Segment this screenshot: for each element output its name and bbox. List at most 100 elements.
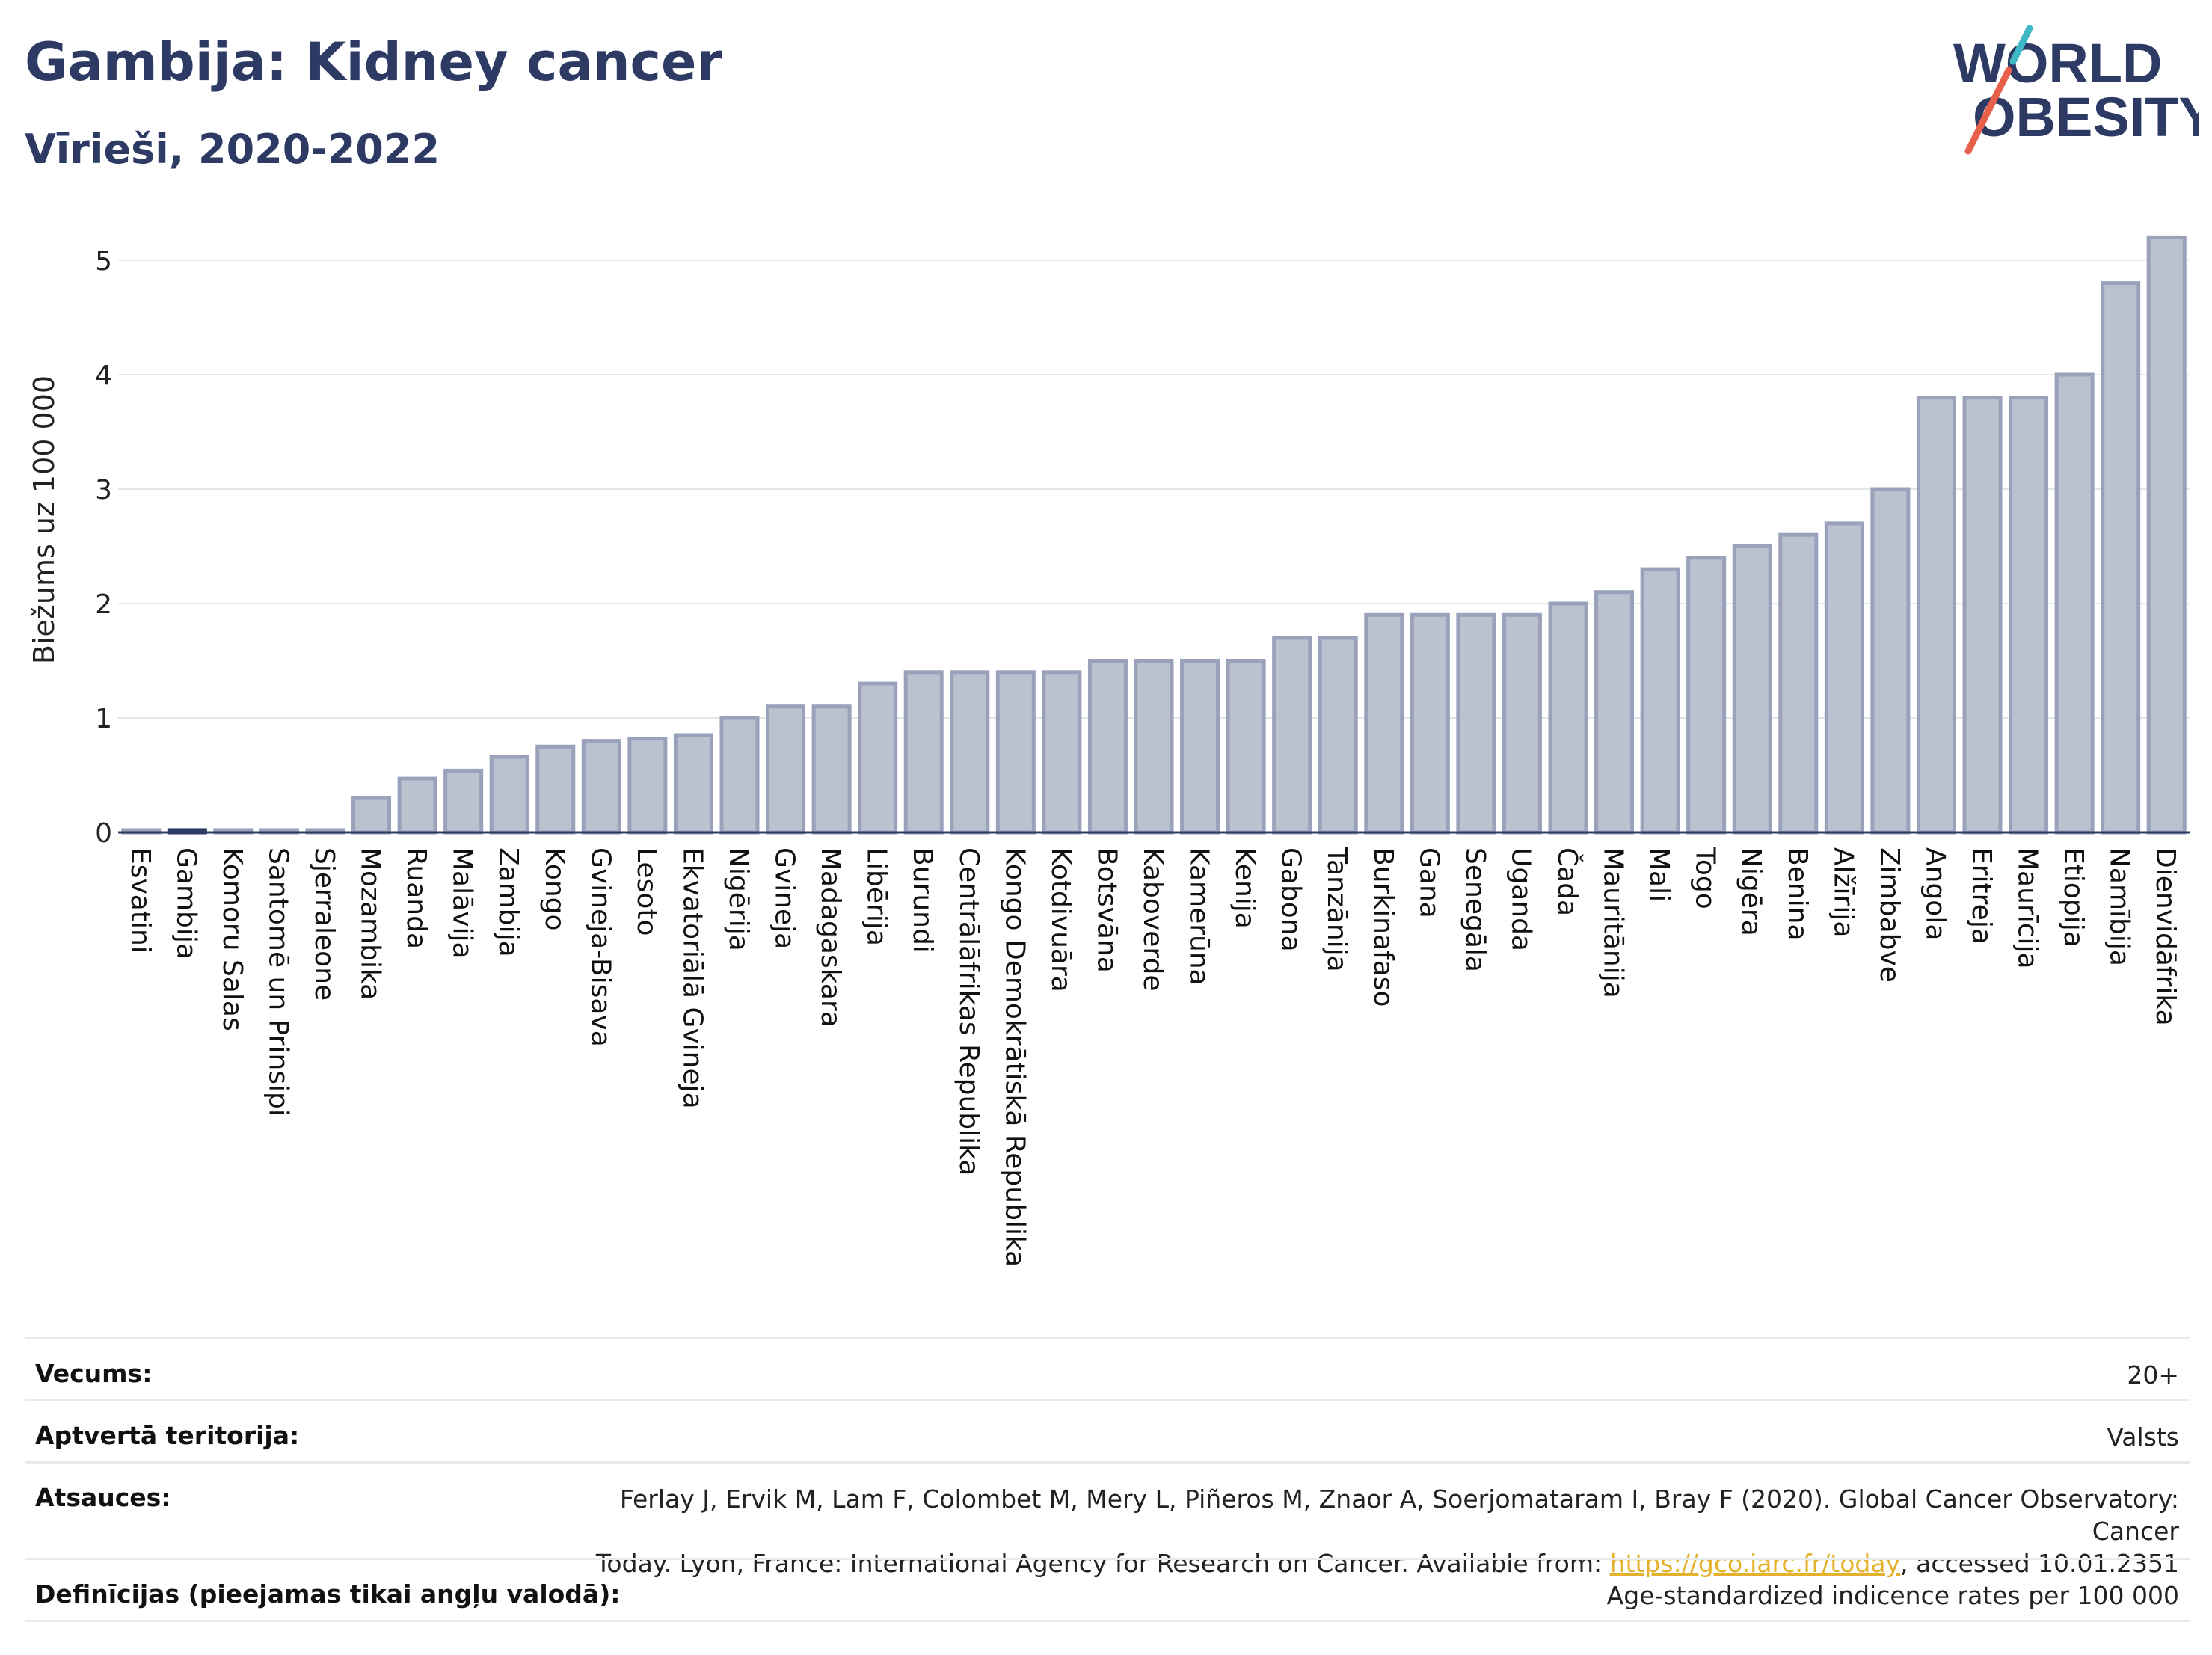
x-tick-label: Madagaskara: [815, 847, 846, 1028]
x-tick-label: Zimbabve: [1874, 847, 1905, 983]
bar: [1916, 396, 1956, 835]
x-tick-label: Nigērija: [723, 847, 754, 951]
bar: [397, 776, 437, 835]
x-tick-label: Kongo Demokrātiskā Republika: [999, 847, 1030, 1267]
y-tick-label: 5: [95, 246, 112, 277]
bar: [766, 704, 806, 835]
bar: [1548, 601, 1588, 835]
x-tick-label: Uganda: [1505, 847, 1536, 951]
bar: [1087, 659, 1128, 835]
x-tick-label: Malāvija: [447, 847, 478, 959]
chart-title: Gambija: Kidney cancer: [25, 31, 723, 93]
bar: [1134, 659, 1174, 835]
x-tick-label: Nigēra: [1736, 847, 1766, 936]
bar: [1364, 612, 1404, 835]
bar: [1640, 567, 1680, 835]
bar: [2101, 281, 2141, 835]
x-tick-label: Botsvāna: [1091, 847, 1122, 973]
meta-key-territory: Aptvertā teritorija:: [35, 1421, 300, 1450]
logo-slash-icon: [1964, 67, 2012, 155]
meta-row-territory: Aptvertā teritorija: Valsts: [25, 1399, 2190, 1461]
bar: [673, 733, 713, 835]
bar: [627, 737, 668, 835]
bar: [1870, 487, 1911, 835]
bar: [903, 670, 944, 835]
x-tick-label: Gabona: [1276, 847, 1306, 952]
x-tick-labels: Esvatini Gambija Komoru Salas Santomē un Pr…: [125, 847, 2181, 1267]
meta-row-definitions: Definīcijas (pieejamas tikai angļu valod…: [25, 1558, 2190, 1622]
x-tick-label: Mauritānija: [1598, 847, 1629, 998]
meta-value-age: 20+: [2127, 1360, 2179, 1390]
x-tick-label: Kamerūna: [1184, 847, 1214, 986]
x-tick-label: Kongo: [539, 847, 570, 931]
bar-chart: Esvatini Gambija Komoru Salas Santomē un Pr…: [28, 235, 2190, 1267]
bar: [1318, 636, 1358, 835]
bar: [1042, 670, 1082, 835]
reference-line-1: Ferlay J, Ervik M, Lam F, Colombet M, Me…: [619, 1484, 2179, 1546]
x-tick-label: Maurīcija: [2012, 847, 2043, 969]
bar: [1962, 396, 2003, 835]
bar: [950, 670, 990, 835]
x-tick-label: Libērija: [861, 847, 892, 946]
y-tick-label: 4: [95, 360, 112, 391]
x-tick-label: Gvineja: [769, 847, 800, 949]
x-tick-label: Togo: [1690, 847, 1721, 909]
x-tick-label: Gana: [1413, 847, 1444, 918]
x-tick-label: Namībija: [2104, 847, 2135, 966]
bar: [858, 681, 898, 835]
x-tick-label: Zambija: [493, 847, 523, 957]
bar: [1226, 659, 1266, 835]
bar: [1594, 590, 1635, 835]
x-tick-label: Centrālāfrikas Republika: [953, 847, 984, 1176]
x-tick-label: Mozambika: [355, 847, 386, 1000]
x-tick-label: Gvineja-Bisava: [585, 847, 615, 1047]
x-tick-label: Etiopija: [2058, 847, 2089, 948]
reference-line-2-pre: Today. Lyon, France: International Agenc…: [595, 1549, 1610, 1578]
x-tick-label: Kaboverde: [1137, 847, 1168, 992]
logo-slash-accent-icon: [2009, 25, 2033, 65]
bar: [1824, 521, 1864, 835]
x-tick-label: Eritreja: [1966, 847, 1997, 945]
bar: [1778, 532, 1819, 835]
bar: [719, 716, 760, 835]
meta-row-age: Vecums: 20+: [25, 1337, 2190, 1399]
x-tick-label: Lesoto: [631, 847, 662, 936]
x-tick-label: Čada: [1552, 847, 1583, 916]
x-tick-label: Santomē un Prinsipi: [262, 847, 293, 1117]
logo-line2: OBESITY: [1973, 86, 2199, 148]
x-tick-label: Ekvatoriālā Gvineja: [677, 847, 707, 1109]
reference-line-2-post: , accessed 10.01.2351: [1900, 1549, 2179, 1578]
bar: [1502, 612, 1542, 835]
metadata-table: Vecums: 20+ Aptvertā teritorija: Valsts …: [25, 1337, 2190, 1622]
bar: [2146, 235, 2187, 835]
y-axis-label: Biežums uz 100 000: [28, 375, 61, 664]
x-tick-label: Mali: [1644, 847, 1674, 902]
bar: [489, 755, 529, 835]
y-tick-label: 3: [95, 475, 112, 506]
reference-link[interactable]: https://gco.iarc.fr/today: [1609, 1549, 1901, 1578]
x-tick-label: Burundi: [907, 847, 938, 953]
bars: [118, 235, 2190, 835]
meta-key-age: Vecums:: [35, 1359, 153, 1388]
y-tick-label: 1: [95, 704, 112, 734]
reference-line-2: Today. Lyon, France: International Agenc…: [579, 1547, 2179, 1579]
world-obesity-logo: WORLD OBESITY: [1953, 25, 2199, 155]
x-tick-label: Benina: [1782, 847, 1813, 941]
x-tick-label: Alžīrija: [1828, 847, 1858, 937]
bar: [995, 670, 1036, 835]
x-tick-label: Kotdivuāra: [1045, 847, 1076, 992]
x-tick-label: Ruanda: [401, 847, 431, 949]
x-tick-label: Tanzānija: [1321, 847, 1352, 972]
bar: [1180, 659, 1220, 835]
meta-value-references: Ferlay J, Ervik M, Lam F, Colombet M, Me…: [579, 1483, 2179, 1579]
bar: [535, 744, 576, 835]
bar: [811, 704, 852, 835]
x-tick-label: Komoru Salas: [217, 847, 248, 1031]
x-tick-label: Angola: [1920, 847, 1950, 940]
chart-subtitle: Vīrieši, 2020-2022: [25, 126, 440, 173]
y-tick-label: 2: [95, 589, 112, 620]
x-tick-label: Dienvidāfrika: [2150, 847, 2181, 1026]
bar: [581, 739, 621, 835]
x-tick-label: Sjerraleone: [309, 847, 340, 1001]
meta-key-references: Atsauces:: [35, 1483, 171, 1512]
